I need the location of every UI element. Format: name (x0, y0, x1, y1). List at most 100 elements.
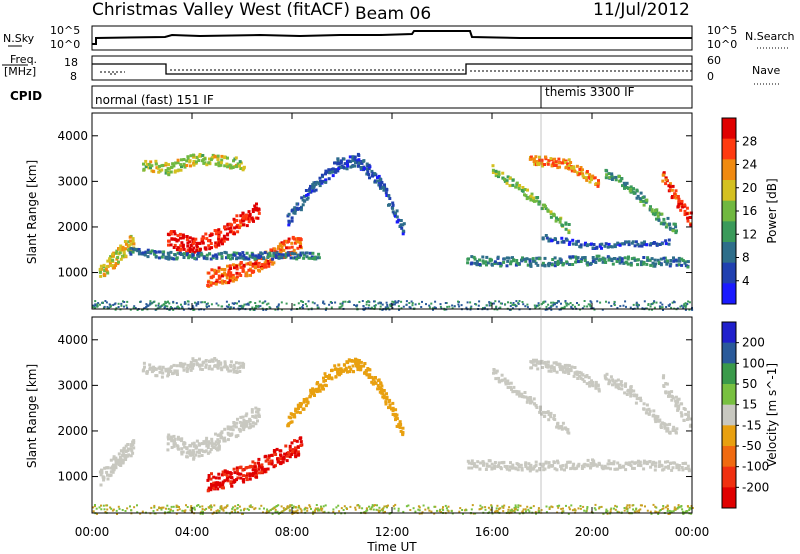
echo-cell (242, 425, 246, 429)
echo-cell (164, 163, 168, 167)
ground-cell (586, 507, 589, 510)
echo-cell (597, 254, 601, 258)
ground-cell (215, 510, 218, 513)
echo-cell (547, 461, 551, 465)
echo-cell (552, 417, 556, 421)
echo-cell (273, 247, 277, 251)
echo-cell (671, 396, 675, 400)
echo-cell (635, 397, 639, 401)
ground-cell (488, 302, 491, 305)
echo-cell (538, 462, 542, 466)
echo-cell (581, 172, 585, 176)
ground-cell (157, 302, 160, 305)
ground-cell (117, 505, 120, 508)
echo-cell (529, 262, 533, 266)
ground-cell (202, 510, 204, 513)
echo-cell (574, 260, 578, 264)
echo-cell (319, 383, 323, 387)
echo-cell (212, 486, 216, 490)
ground-cell (157, 304, 160, 307)
echo-cell (394, 418, 397, 422)
echo-cell (674, 431, 678, 435)
echo-cell (229, 257, 232, 261)
ground-cell (495, 305, 498, 308)
echo-cell (289, 420, 293, 424)
echo-cell (537, 257, 541, 261)
ground-cell (422, 504, 425, 507)
echo-cell (502, 260, 506, 264)
ground-cell (381, 509, 384, 512)
echo-cell (611, 383, 614, 387)
ground-cell (481, 506, 484, 509)
ground-cell (262, 301, 265, 304)
echo-cell (575, 164, 579, 168)
ground-cell (191, 305, 194, 307)
ground-cell (204, 301, 206, 304)
echo-cell (312, 184, 316, 188)
echo-cell (292, 415, 296, 419)
ground-cell (653, 306, 656, 309)
echo-cell (619, 380, 623, 384)
ytick-label: 3000 (57, 174, 88, 188)
echo-cell (351, 364, 355, 368)
echo-cell (189, 244, 193, 247)
ground-cell (251, 306, 254, 309)
ground-cell (582, 505, 585, 508)
echo-cell (141, 251, 145, 255)
echo-cell (195, 245, 199, 249)
ground-cell (568, 506, 571, 509)
ground-cell (322, 301, 324, 304)
echo-cell (650, 208, 654, 212)
echo-cell (213, 364, 217, 368)
echo-cell (493, 464, 497, 468)
echo-cell (205, 436, 209, 440)
echo-cell (582, 465, 586, 469)
ground-cell (102, 504, 105, 507)
ground-cell (521, 301, 524, 303)
ground-cell (222, 509, 225, 512)
echo-cell (235, 469, 239, 473)
ground-cell (105, 301, 108, 304)
echo-cell (173, 439, 176, 443)
ground-cell (488, 511, 491, 514)
ground-cell (186, 300, 189, 303)
echo-cell (664, 242, 668, 246)
echo-cell (203, 246, 207, 250)
echo-cell (279, 457, 283, 461)
echo-cell (676, 195, 680, 198)
ground-cell (358, 506, 361, 509)
echo-cell (242, 257, 246, 261)
ground-cell (318, 508, 320, 511)
ground-cell (309, 505, 312, 508)
ground-cell (685, 304, 688, 307)
echo-cell (299, 436, 303, 440)
echo-cell (201, 442, 204, 445)
echo-cell (99, 274, 103, 278)
echo-cell (573, 467, 577, 471)
echo-cell (323, 372, 327, 376)
ground-cell (568, 508, 571, 511)
ground-cell (524, 305, 527, 308)
ground-cell (192, 306, 195, 309)
echo-cell (253, 265, 257, 269)
echo-cell (228, 223, 232, 226)
echo-cell (293, 209, 297, 212)
echo-cell (499, 264, 503, 268)
echo-cell (514, 263, 518, 267)
echo-cell (181, 365, 185, 369)
echo-cell (564, 222, 568, 226)
ground-cell (300, 511, 303, 514)
echo-cell (188, 236, 192, 240)
ytick-label: 2000 (57, 424, 88, 438)
echo-cell (202, 256, 206, 260)
echo-cell (511, 463, 515, 467)
echo-cell (478, 467, 482, 471)
echo-cell (654, 262, 658, 266)
ground-cell (111, 509, 114, 512)
echo-cell (191, 442, 194, 446)
echo-cell (664, 176, 668, 180)
echo-cell (216, 243, 220, 247)
echo-cell (118, 460, 122, 464)
echo-cell (663, 260, 667, 264)
ground-cell (427, 506, 430, 509)
